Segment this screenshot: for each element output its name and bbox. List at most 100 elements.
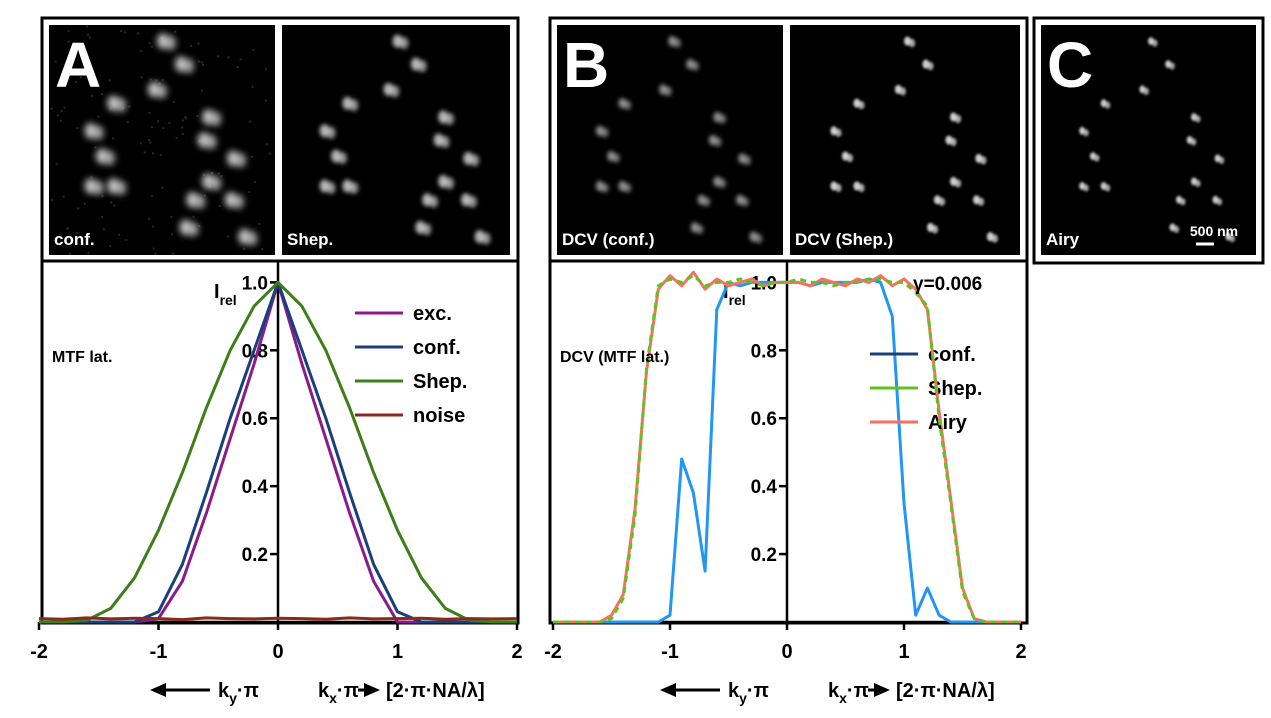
noise-speck [152,247,155,250]
noise-speck [143,151,146,154]
fluorescent-spot [673,38,681,48]
noise-speck [120,29,123,32]
noise-speck [157,120,160,123]
noise-speck [264,99,267,102]
noise-speck [197,42,200,45]
fluorescent-spot [899,87,906,96]
fluorescent-spot [440,136,450,148]
noise-speck [185,117,188,120]
x-label-base: k [218,680,230,702]
fluorescent-spot [233,194,244,209]
noise-speck [112,137,115,140]
noise-speck [87,251,90,254]
noise-speck [261,248,264,251]
x-tick-label: 2 [1015,641,1026,663]
x-label-tail: ·π [747,680,769,702]
x-tick-label: 2 [511,641,522,663]
series-line [553,274,1021,624]
noise-speck [184,115,187,118]
image-caption: DCV (Shep.) [795,230,893,249]
arrowhead [364,683,380,697]
x-label-tail: ·π [847,680,869,702]
fluorescent-spot [858,101,865,110]
fluorescent-spot [470,154,480,167]
noise-speck [226,235,229,238]
noise-speck [198,225,201,228]
noise-speck [268,152,271,155]
legend-label: conf. [413,337,461,359]
noise-speck [220,175,223,178]
noise-speck [181,132,184,135]
fluorescent-spot [115,98,127,113]
noise-speck [258,222,261,225]
noise-speck [149,78,152,81]
image-caption: conf. [54,230,95,249]
fluorescent-spot [1094,154,1100,162]
fluorescent-spot [931,225,939,234]
x-tick-label: -1 [150,641,168,663]
noise-speck [97,115,100,118]
x-tick-label: 1 [392,641,403,663]
fluorescent-spot [980,156,987,165]
noise-speck [154,252,157,255]
fluorescent-spot [938,197,946,206]
noise-speck [86,25,89,28]
y-tick-label: 0.6 [751,409,777,430]
fluorescent-spot [624,100,632,110]
fluorescent-spot [703,197,711,207]
noise-speck [227,56,230,59]
fluorescent-spot [1083,184,1089,192]
fluorescent-spot [399,37,409,50]
panel-frame [1032,16,1265,265]
fluorescent-spot [835,128,842,137]
noise-speck [197,60,200,63]
noise-speck [125,238,128,241]
noise-speck [50,198,53,201]
noise-speck [265,143,268,146]
y-label-sub: rel [729,292,746,308]
noise-speck [50,107,53,110]
noise-speck [204,194,207,197]
noise-speck [101,195,104,198]
fluorescent-spot [326,126,336,139]
noise-speck [91,94,94,97]
noise-speck [251,85,254,88]
fluorescent-spot [612,153,620,163]
fluorescent-spot [445,113,455,125]
x-label-base: k [728,680,740,702]
noise-speck [150,45,153,48]
fluorescent-spot [429,195,439,208]
noise-speck [66,227,69,230]
fluorescent-spot [206,134,217,150]
x-axis-label: kx·π [318,680,359,706]
fluorescent-spot [1180,198,1186,206]
noise-speck [110,201,113,204]
noise-speck [218,204,221,207]
fluorescent-spot [349,99,359,112]
noise-speck [140,50,143,53]
fluorescent-spot [1173,225,1180,233]
noise-speck [251,155,254,158]
noise-speck [128,105,131,108]
fluorescent-spot [93,125,104,140]
fluorescent-spot [624,183,632,193]
fluorescent-spot [1104,184,1111,192]
noise-speck [149,141,152,144]
noise-speck [159,153,162,156]
fluorescent-spot [991,234,998,243]
noise-speck [68,62,71,65]
noise-speck [90,176,93,179]
noise-speck [59,119,62,122]
noise-speck [108,79,111,82]
noise-speck [161,79,164,82]
fluorescent-spot [741,197,749,207]
legend-label: Shep. [413,371,467,393]
noise-speck [174,30,177,33]
x-label-sub: x [329,690,337,706]
fluorescent-spot [1104,101,1111,109]
legend-label: Airy [928,412,968,434]
x-tick-label: 0 [781,641,792,663]
noise-speck [182,119,185,122]
annotation: DCV (MTF lat.) [560,349,669,366]
noise-speck [242,247,245,250]
